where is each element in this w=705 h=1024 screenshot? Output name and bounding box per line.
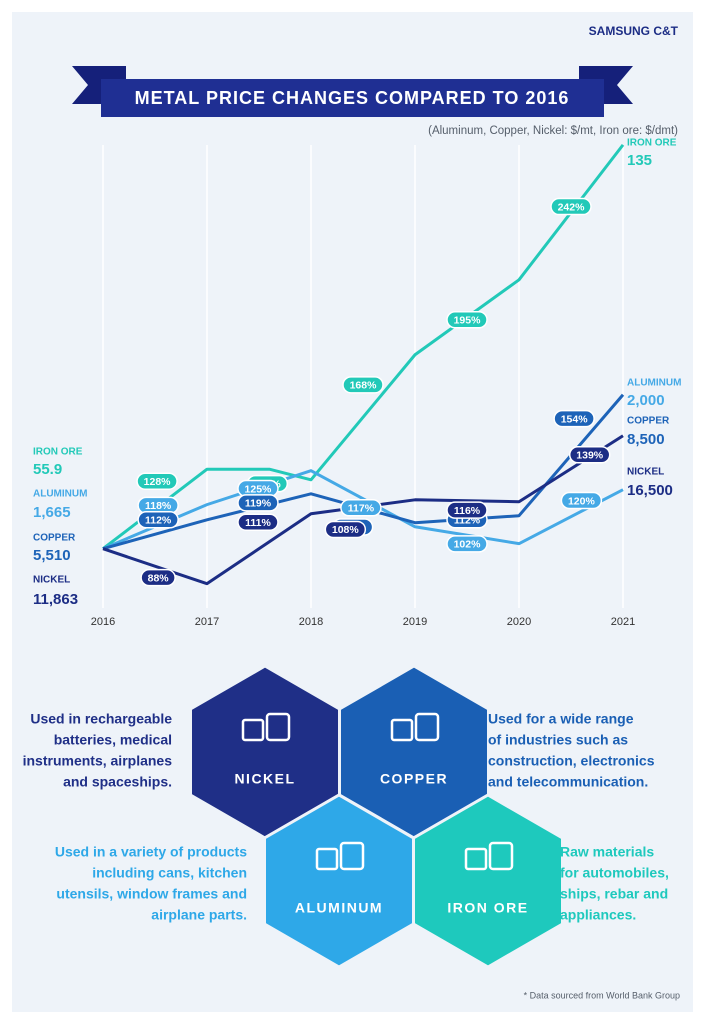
data-label-pill (340, 499, 382, 517)
data-label-pill (446, 535, 488, 553)
end-value: 16,500 (627, 482, 673, 499)
data-label: 118% (145, 500, 172, 512)
data-label: 88% (148, 572, 170, 584)
data-label-pill (137, 511, 179, 529)
material-description: and spaceships. (63, 774, 172, 790)
material-hexagons: NICKEL Used in rechargeable batteries, med… (23, 664, 669, 969)
data-label-pill (446, 501, 488, 519)
material-description: airplane parts. (151, 907, 247, 923)
data-label: 119% (245, 498, 272, 510)
start-name: COPPER (33, 533, 76, 544)
data-label-pill (237, 494, 279, 512)
start-name: IRON ORE (33, 447, 83, 458)
data-label: 111% (245, 517, 271, 529)
line-chart: 2016 2017 2018 2019 2020 2021 IRON ORE 55.9 IRON… (33, 138, 681, 628)
data-label-pill (140, 568, 176, 587)
material-name: IRON ORE (447, 900, 528, 916)
end-name: ALUMINUM (627, 378, 681, 389)
ribbon (101, 79, 604, 117)
series-line (102, 143, 625, 550)
data-label-pill (324, 520, 367, 539)
data-label-pill (342, 376, 384, 394)
material-description: Used for a wide range (488, 711, 634, 727)
material-description: and telecommunication. (488, 774, 648, 790)
end-value: 2,000 (627, 392, 665, 409)
data-label-pill (560, 491, 603, 510)
icon (488, 841, 514, 871)
end-name: NICKEL (627, 467, 664, 478)
data-label-pill (446, 311, 488, 329)
material-name: ALUMINUM (295, 900, 383, 916)
hexagon (412, 793, 564, 969)
data-label-pill (237, 513, 279, 531)
icon (315, 847, 339, 871)
material-name: COPPER (380, 771, 448, 787)
data-label: 116% (454, 505, 481, 517)
material-description: Used in a variety of products (55, 844, 247, 860)
footnote: * Data sourced from World Bank Group (524, 990, 680, 1000)
material-description: Used in rechargeable (30, 711, 172, 727)
material-description: instruments, airplanes (23, 753, 173, 769)
end-value: 8,500 (627, 431, 665, 448)
icon (414, 712, 440, 742)
end-value: 135 (627, 152, 652, 169)
icon (464, 847, 488, 871)
end-name: COPPER (627, 416, 670, 427)
start-value: 5,510 (33, 547, 71, 564)
x-tick-label: 2020 (507, 616, 531, 628)
material-description: construction, electronics (488, 753, 655, 769)
data-label: 139% (576, 450, 604, 462)
icon (390, 718, 414, 742)
x-tick-label: 2019 (403, 616, 427, 628)
icon (265, 712, 291, 742)
data-label-pill (553, 409, 595, 428)
data-label: 128% (144, 476, 172, 488)
start-name: NICKEL (33, 575, 70, 586)
data-label: 120% (568, 495, 596, 507)
material-description: of industries such as (488, 732, 628, 748)
material-name: NICKEL (234, 771, 295, 787)
x-tick-label: 2017 (195, 616, 219, 628)
material-description: appliances. (560, 907, 636, 923)
data-label: 117% (348, 503, 375, 515)
material-description: Raw materials (560, 844, 654, 860)
start-value: 11,863 (33, 591, 78, 608)
data-label: 168% (350, 380, 378, 392)
data-label-pill (550, 197, 592, 216)
brand: SAMSUNG C&T (589, 24, 679, 38)
chart-subtitle: (Aluminum, Copper, Nickel: $/mt, Iron or… (428, 125, 678, 137)
x-tick-label: 2021 (611, 616, 635, 628)
data-label: 125% (245, 483, 273, 495)
material-description: ships, rebar and (560, 886, 668, 902)
data-label: 195% (454, 315, 482, 327)
material-description: for automobiles, (560, 865, 669, 881)
data-label: 242% (558, 201, 586, 213)
icon (241, 718, 265, 742)
icon (339, 841, 365, 871)
series-line (102, 469, 624, 551)
data-label-pill (136, 472, 178, 490)
data-label-pill (568, 445, 611, 464)
material-description: including cans, kitchen (92, 865, 247, 881)
x-tick-label: 2016 (91, 616, 115, 628)
material-description: utensils, window frames and (56, 886, 247, 902)
data-label: 154% (561, 413, 589, 425)
end-name: IRON ORE (627, 138, 677, 149)
x-tick-label: 2018 (299, 616, 323, 628)
chart-title: METAL PRICE CHANGES COMPARED TO 2016 (135, 88, 570, 108)
data-label: 102% (454, 539, 482, 551)
start-name: ALUMINUM (33, 489, 87, 500)
data-label: 108% (332, 524, 360, 536)
start-value: 55.9 (33, 461, 62, 478)
data-label: 112% (145, 515, 172, 527)
start-value: 1,665 (33, 504, 71, 521)
material-description: batteries, medical (54, 732, 172, 748)
